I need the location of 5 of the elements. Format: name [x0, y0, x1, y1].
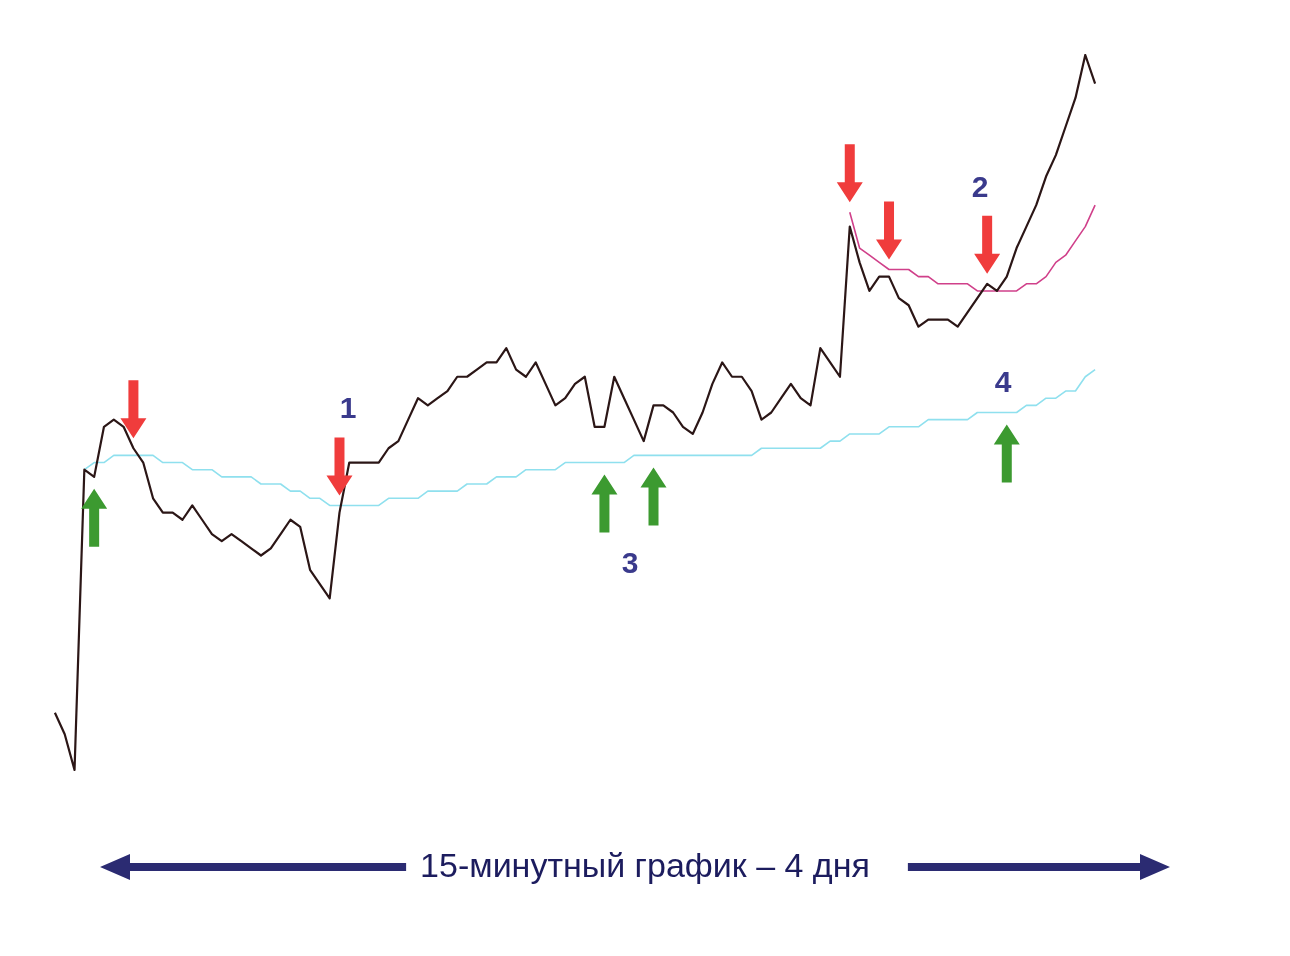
annotation: 3 [621, 546, 639, 580]
annotation: 1 [339, 391, 357, 425]
text: 15-минутный график – 4 дня [412, 846, 878, 884]
annotation: 4 [994, 365, 1012, 399]
annotation: 2 [971, 170, 989, 204]
